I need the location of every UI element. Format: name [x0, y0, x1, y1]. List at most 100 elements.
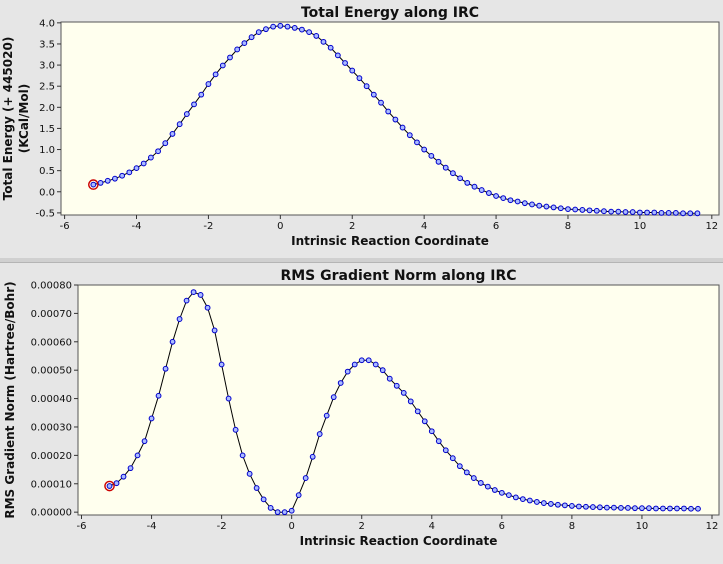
y-tick-label: -0.5	[35, 208, 55, 219]
data-point	[688, 505, 694, 512]
data-point	[372, 361, 379, 368]
data-point	[463, 469, 470, 476]
data-point	[106, 483, 113, 489]
energy-chart-panel: Total Energy along IRC -6 -4 -2 0 2 4 6 8 10 12 -0.…	[0, 0, 723, 259]
data-point	[363, 83, 370, 90]
y-axis-unit-label: (KCal/Mol)	[17, 84, 31, 153]
panel-divider[interactable]	[0, 258, 723, 262]
data-point	[450, 170, 456, 177]
data-point	[232, 426, 239, 433]
data-point	[393, 382, 400, 389]
data-point	[536, 202, 543, 209]
data-point	[356, 75, 363, 82]
data-point	[288, 507, 295, 514]
data-point	[471, 183, 478, 190]
plot-area	[77, 284, 720, 516]
data-point	[212, 71, 219, 78]
data-point	[421, 146, 428, 153]
data-point	[421, 418, 428, 425]
x-tick-label: 8	[565, 221, 571, 232]
data-point	[529, 201, 535, 208]
data-point	[330, 394, 337, 401]
data-point	[277, 22, 284, 29]
data-point	[674, 505, 680, 512]
x-tick-label: 6	[499, 521, 505, 532]
data-point	[667, 505, 673, 512]
data-point	[386, 375, 393, 382]
data-point	[665, 209, 672, 216]
data-point	[625, 505, 631, 511]
data-point	[407, 398, 414, 405]
data-point	[162, 365, 169, 372]
data-point	[162, 140, 169, 147]
data-point	[120, 473, 127, 480]
data-point	[575, 503, 582, 510]
data-point	[255, 29, 262, 36]
data-point	[428, 152, 435, 159]
data-point	[218, 361, 225, 368]
data-point	[90, 181, 97, 188]
data-point	[590, 504, 596, 510]
y-tick-label: 0.5	[39, 166, 55, 177]
gradient-chart: RMS Gradient Norm along IRC -6 -4 -2 0 2 4 6 8 10…	[3, 268, 720, 548]
y-tick-label: 0.00070	[31, 309, 72, 320]
data-point	[519, 496, 526, 502]
data-point	[378, 99, 384, 106]
y-tick-label: 0.00080	[31, 281, 72, 292]
y-tick-label: 3.0	[39, 61, 55, 72]
current-point-marker	[88, 179, 99, 190]
data-point	[239, 452, 246, 459]
data-point	[442, 164, 449, 171]
data-point	[414, 139, 420, 146]
data-point	[126, 169, 133, 176]
data-point	[615, 208, 622, 215]
data-point	[155, 148, 161, 155]
data-point	[225, 395, 232, 402]
data-point	[540, 500, 547, 506]
data-point	[97, 180, 104, 186]
data-point	[561, 502, 568, 509]
data-point	[579, 207, 586, 213]
y-tick-label: 0.00060	[31, 337, 72, 348]
x-axis-label: Intrinsic Reaction Coordinate	[300, 534, 498, 548]
y-tick-label: 1.5	[39, 124, 55, 135]
data-point	[586, 207, 593, 214]
x-tick-label: 10	[636, 521, 649, 532]
data-point	[646, 505, 652, 512]
data-point	[400, 390, 407, 396]
data-point	[119, 172, 126, 179]
data-point	[618, 505, 624, 511]
data-point	[227, 54, 233, 61]
data-point	[281, 509, 288, 516]
y-tick-label: 0.00020	[31, 451, 72, 462]
data-point	[134, 452, 141, 459]
data-point	[344, 368, 351, 375]
data-point	[428, 428, 435, 435]
data-point	[572, 206, 579, 213]
data-point	[295, 492, 302, 499]
data-point	[550, 204, 557, 211]
y-axis-label: Total Energy (+ 445020)	[1, 37, 15, 201]
data-point	[543, 203, 550, 210]
data-point	[246, 470, 253, 477]
data-point	[365, 357, 372, 364]
data-point	[593, 207, 600, 214]
data-point	[299, 26, 305, 33]
data-point	[597, 504, 603, 511]
data-point	[112, 175, 118, 182]
data-point	[498, 489, 505, 496]
data-point	[464, 180, 471, 186]
data-point	[155, 392, 162, 399]
data-point	[148, 415, 155, 422]
current-point-marker	[104, 480, 115, 492]
data-point	[644, 209, 650, 216]
data-point	[211, 327, 218, 334]
x-tick-label: 2	[359, 521, 365, 532]
data-point	[604, 504, 610, 511]
y-tick-label: 0.00010	[31, 479, 72, 490]
data-point	[141, 438, 148, 445]
data-point	[316, 431, 323, 437]
data-point	[456, 463, 463, 470]
x-tick-label: 12	[705, 221, 718, 232]
data-point	[327, 44, 334, 51]
